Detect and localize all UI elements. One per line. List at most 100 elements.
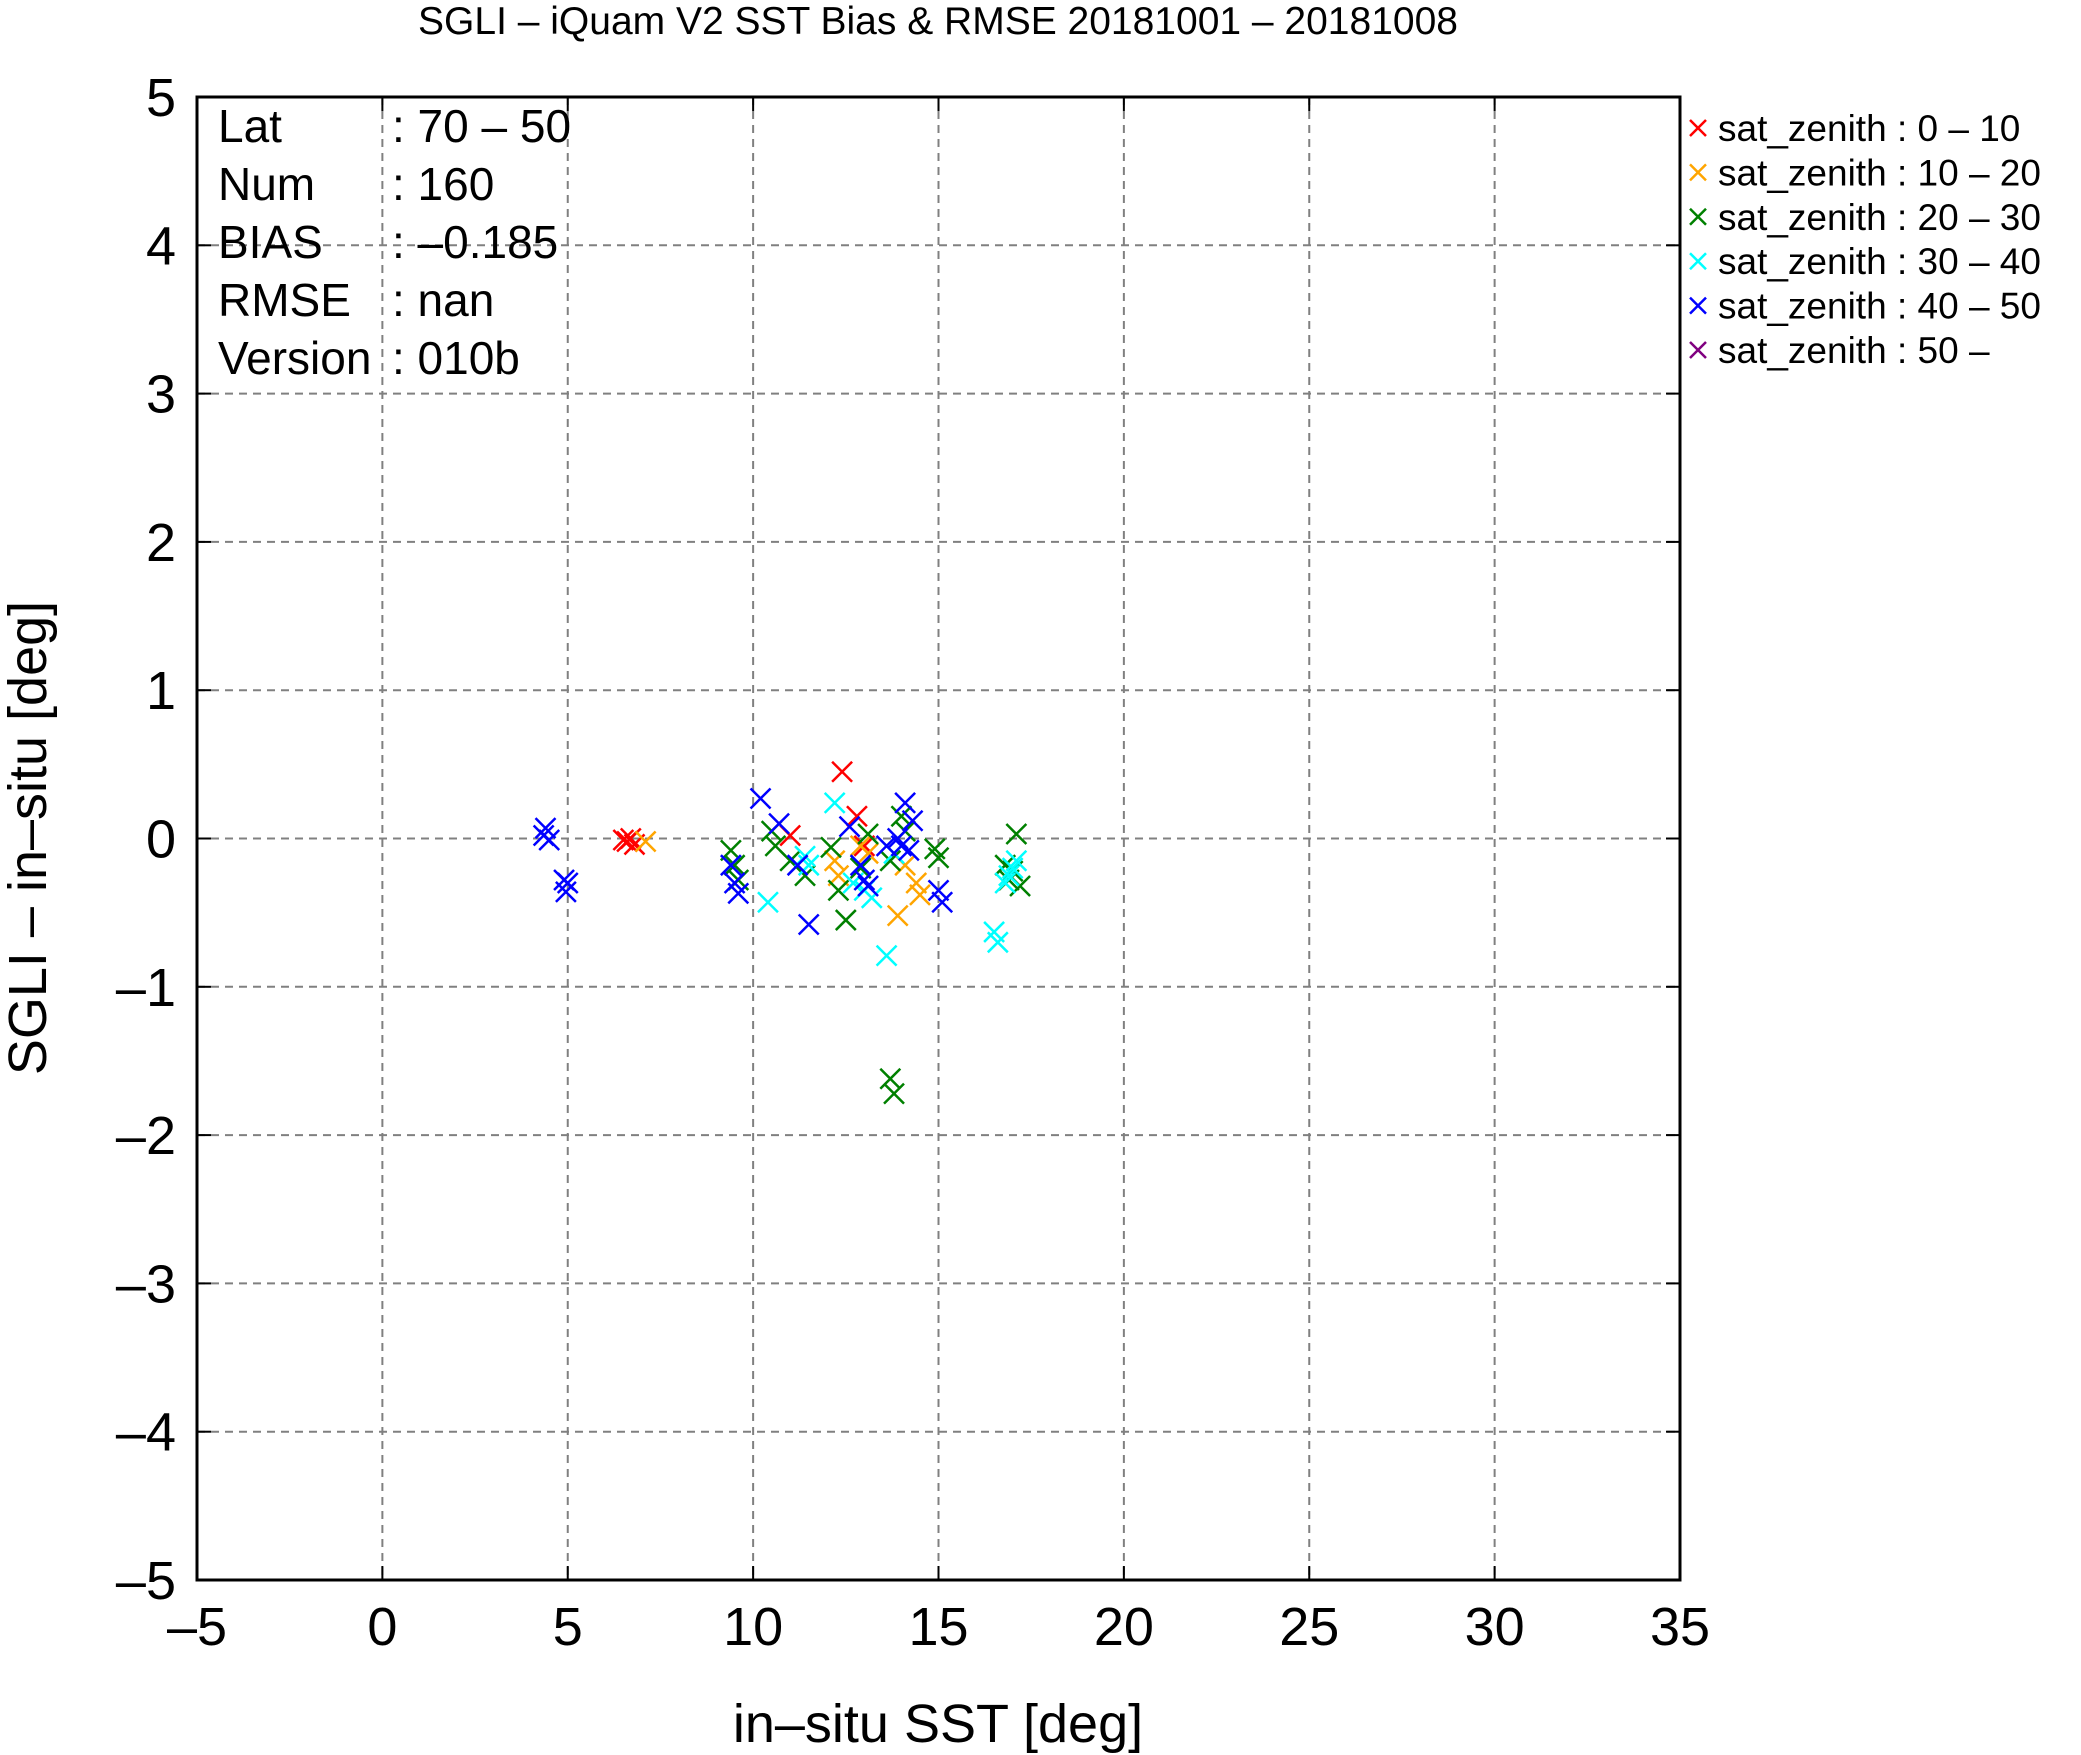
data-point-series-3 xyxy=(875,944,898,967)
data-point-series-4 xyxy=(538,829,561,851)
data-point-series-2 xyxy=(883,1082,905,1105)
data-point-series-2 xyxy=(890,805,913,828)
plot-frame xyxy=(195,95,1682,1582)
data-point-series-4 xyxy=(857,875,879,897)
legend-marker-4 xyxy=(1689,296,1707,315)
data-point-series-0 xyxy=(853,835,876,857)
data-point-series-2 xyxy=(723,854,746,877)
x-tick-label: 0 xyxy=(367,1597,397,1657)
legend-label: sat_zenith : 40 – 50 xyxy=(1718,286,2041,327)
legend-marker-1 xyxy=(1689,163,1707,182)
data-point-series-4 xyxy=(719,854,742,877)
x-tick-label: 20 xyxy=(1094,1597,1154,1657)
data-point-series-4 xyxy=(838,815,861,838)
data-point-series-2 xyxy=(849,857,872,880)
y-tick-label: 4 xyxy=(146,216,176,276)
stat-value: : 010b xyxy=(392,332,520,384)
data-point-series-0 xyxy=(846,805,868,828)
stat-value: : 160 xyxy=(392,158,494,210)
data-point-series-2 xyxy=(927,846,950,869)
y-tick-label: 0 xyxy=(146,810,176,870)
data-point-series-3 xyxy=(823,792,846,814)
stat-label: Num xyxy=(218,158,315,210)
x-tick-label: 15 xyxy=(908,1597,968,1657)
data-point-series-3 xyxy=(1001,857,1024,880)
stat-value: : 70 – 50 xyxy=(392,100,571,152)
y-tick-label: –3 xyxy=(116,1254,176,1314)
data-point-series-4 xyxy=(749,787,772,810)
legend-marker-5 xyxy=(1689,341,1707,359)
data-point-series-4 xyxy=(927,879,950,902)
stat-value: : nan xyxy=(392,274,494,326)
x-tick-label: –5 xyxy=(167,1597,227,1657)
data-point-series-2 xyxy=(820,836,842,859)
data-point-series-2 xyxy=(857,823,879,845)
legend-marker-0 xyxy=(1689,119,1707,137)
stat-label: Lat xyxy=(218,100,282,152)
stat-value: : –0.185 xyxy=(392,216,558,268)
data-point-series-4 xyxy=(931,891,954,914)
data-point-series-4 xyxy=(555,881,577,903)
data-point-series-1 xyxy=(634,830,657,853)
data-point-series-4 xyxy=(901,809,924,832)
y-tick-label: –1 xyxy=(116,958,176,1018)
data-point-series-2 xyxy=(879,849,902,872)
data-point-series-4 xyxy=(849,854,872,877)
stat-label: BIAS xyxy=(218,216,323,268)
data-point-series-1 xyxy=(886,904,909,927)
data-point-series-2 xyxy=(827,879,850,902)
x-tick-label: 25 xyxy=(1279,1597,1339,1657)
data-point-series-4 xyxy=(890,835,913,857)
y-tick-label: –2 xyxy=(116,1106,176,1166)
legend-label: sat_zenith : 50 – xyxy=(1718,330,1990,371)
data-point-series-4 xyxy=(727,882,750,905)
legend-label: sat_zenith : 0 – 10 xyxy=(1718,108,2020,149)
data-point-series-4 xyxy=(556,872,579,894)
data-point-series-4 xyxy=(853,869,876,891)
x-tick-label: 30 xyxy=(1465,1597,1525,1657)
legend-marker-2 xyxy=(1689,207,1707,226)
y-tick-label: –5 xyxy=(116,1551,176,1611)
y-axis-label: SGLI – in–situ [deg] xyxy=(0,601,58,1075)
data-point-series-3 xyxy=(986,931,1009,954)
data-points xyxy=(532,760,1031,1105)
y-tick-label: –4 xyxy=(116,1403,176,1463)
legend-label: sat_zenith : 30 – 40 xyxy=(1718,241,2041,282)
data-point-series-0 xyxy=(612,829,635,851)
legend-label: sat_zenith : 20 – 30 xyxy=(1718,197,2041,238)
y-tick-label: 3 xyxy=(146,365,176,425)
x-axis-label: in–situ SST [deg] xyxy=(733,1694,1143,1754)
data-point-series-3 xyxy=(797,854,820,877)
x-tick-label: 35 xyxy=(1650,1597,1710,1657)
y-tick-label: 2 xyxy=(146,513,176,573)
stats-box: Lat : 70 – 50 Num : 160 BIAS : –0.185 RMSE : na… xyxy=(218,100,571,384)
data-point-series-4 xyxy=(894,792,917,814)
stat-label: RMSE xyxy=(218,274,351,326)
data-point-series-1 xyxy=(909,883,931,906)
stat-label: Version xyxy=(218,332,371,384)
legend-label: sat_zenith : 10 – 20 xyxy=(1718,152,2041,193)
x-tick-label: 10 xyxy=(723,1597,783,1657)
data-point-series-1 xyxy=(849,835,872,857)
y-tick-label: 1 xyxy=(146,661,176,721)
data-point-series-1 xyxy=(823,849,846,872)
data-point-series-0 xyxy=(831,760,853,783)
grid-lines xyxy=(197,97,1680,1580)
legend-marker-3 xyxy=(1689,252,1707,271)
data-point-series-3 xyxy=(1005,849,1028,872)
data-point-series-4 xyxy=(786,854,809,877)
data-point-series-4 xyxy=(534,817,557,840)
data-point-series-1 xyxy=(905,872,928,894)
data-point-series-4 xyxy=(768,812,790,835)
data-point-series-2 xyxy=(1005,823,1028,845)
data-point-series-3 xyxy=(860,886,883,909)
data-point-series-2 xyxy=(834,909,857,931)
data-point-series-4 xyxy=(897,839,920,862)
x-tick-label: 5 xyxy=(553,1597,583,1657)
chart-title: SGLI – iQuam V2 SST Bias & RMSE 20181001… xyxy=(418,0,1458,43)
y-tick-label: 5 xyxy=(146,68,176,128)
data-point-series-3 xyxy=(998,864,1020,887)
